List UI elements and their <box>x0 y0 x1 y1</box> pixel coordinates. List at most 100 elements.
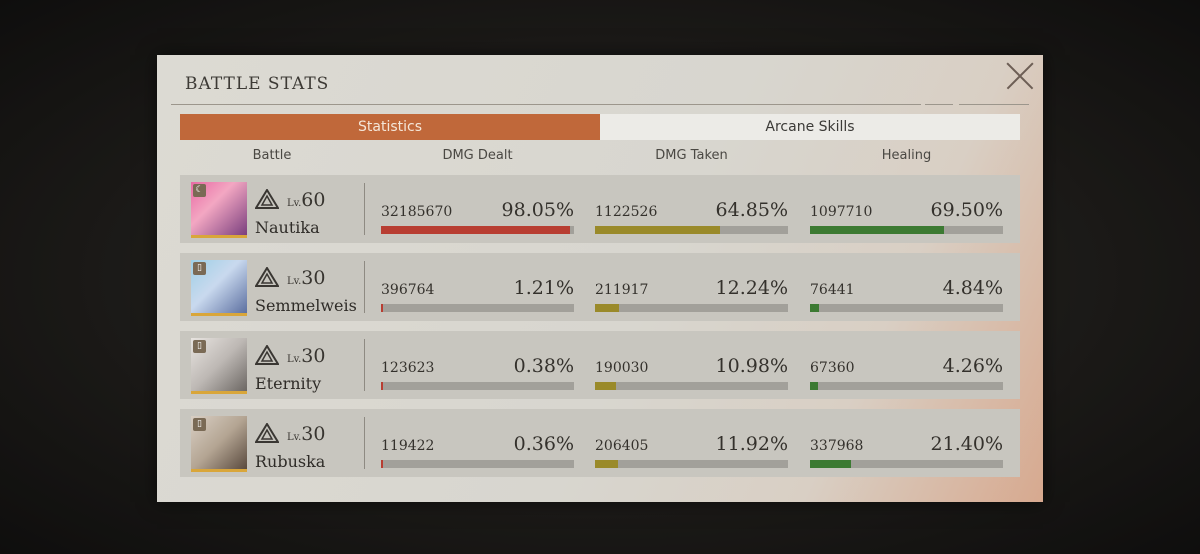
class-triangle-icon <box>255 423 279 443</box>
stat-dealt: 119422 0.36% <box>381 409 574 477</box>
column-header-battle: Battle <box>252 148 292 163</box>
healing-bar <box>810 304 1003 312</box>
dealt-bar-fill <box>381 226 570 234</box>
level-label: Lv.30 <box>287 423 325 445</box>
dealt-bar-fill <box>381 460 383 468</box>
dealt-bar-fill <box>381 304 383 312</box>
taken-value: 206405 <box>595 438 649 454</box>
level-label: Lv.30 <box>287 345 325 367</box>
taken-bar-fill <box>595 460 618 468</box>
level-label: Lv.30 <box>287 267 325 289</box>
taken-bar <box>595 226 788 234</box>
taken-bar <box>595 460 788 468</box>
character-name: Eternity <box>255 374 322 393</box>
dealt-value: 32185670 <box>381 204 453 220</box>
character-name: Semmelweis <box>255 296 357 315</box>
book-badge-icon: ▯ <box>193 340 206 353</box>
dealt-percent: 0.36% <box>513 433 574 455</box>
column-header-healing: Healing <box>881 148 932 163</box>
tab-statistics[interactable]: Statistics <box>180 114 600 140</box>
tab-bar: Statistics Arcane Skills <box>180 114 1020 140</box>
healing-percent: 69.50% <box>930 199 1003 221</box>
taken-bar-fill <box>595 304 619 312</box>
healing-percent: 4.26% <box>942 355 1003 377</box>
taken-bar-fill <box>595 382 616 390</box>
class-triangle-icon <box>255 345 279 365</box>
row-divider <box>364 261 365 313</box>
stat-dealt: 32185670 98.05% <box>381 175 574 243</box>
healing-bar <box>810 382 1003 390</box>
level-value: 30 <box>301 423 326 445</box>
dealt-percent: 1.21% <box>513 277 574 299</box>
dealt-percent: 0.38% <box>513 355 574 377</box>
battle-stats-panel: BATTLE STATS Statistics Arcane Skills Ba… <box>157 55 1043 502</box>
class-triangle-icon <box>255 267 279 287</box>
close-icon[interactable] <box>1005 61 1035 91</box>
dealt-value: 396764 <box>381 282 435 298</box>
table-row: ▯ Lv.30 Eternity 123623 0.38% <box>180 331 1020 399</box>
table-row: ☾ Lv.60 Nautika 32185670 98.05% <box>180 175 1020 243</box>
dealt-value: 123623 <box>381 360 435 376</box>
character-name: Rubuska <box>255 452 326 471</box>
book-badge-icon: ▯ <box>193 262 206 275</box>
stat-taken: 1122526 64.85% <box>595 175 788 243</box>
taken-value: 1122526 <box>595 204 658 220</box>
healing-percent: 21.40% <box>930 433 1003 455</box>
title-underline-segment <box>925 104 953 105</box>
character-portrait[interactable]: ▯ <box>191 338 247 394</box>
level-prefix: Lv. <box>287 432 302 443</box>
column-header-dmg-taken: DMG Taken <box>655 148 728 163</box>
moon-badge-icon: ☾ <box>193 184 206 197</box>
level-prefix: Lv. <box>287 354 302 365</box>
column-header-dmg-dealt: DMG Dealt <box>442 148 513 163</box>
stat-dealt: 123623 0.38% <box>381 331 574 399</box>
dealt-bar <box>381 382 574 390</box>
row-divider <box>364 339 365 391</box>
stat-healing: 337968 21.40% <box>810 409 1003 477</box>
taken-percent: 11.92% <box>715 433 788 455</box>
taken-bar-fill <box>595 226 720 234</box>
level-value: 30 <box>301 267 326 289</box>
book-badge-icon: ▯ <box>193 418 206 431</box>
taken-bar <box>595 382 788 390</box>
taken-percent: 64.85% <box>715 199 788 221</box>
character-portrait[interactable]: ▯ <box>191 260 247 316</box>
stat-dealt: 396764 1.21% <box>381 253 574 321</box>
taken-value: 190030 <box>595 360 649 376</box>
healing-bar <box>810 226 1003 234</box>
taken-bar <box>595 304 788 312</box>
stat-healing: 76441 4.84% <box>810 253 1003 321</box>
healing-bar-fill <box>810 460 851 468</box>
level-label: Lv.60 <box>287 189 325 211</box>
row-divider <box>364 417 365 469</box>
character-portrait[interactable]: ▯ <box>191 416 247 472</box>
stat-healing: 1097710 69.50% <box>810 175 1003 243</box>
character-portrait[interactable]: ☾ <box>191 182 247 238</box>
healing-value: 337968 <box>810 438 864 454</box>
level-value: 30 <box>301 345 326 367</box>
title-underline <box>171 104 921 105</box>
healing-percent: 4.84% <box>942 277 1003 299</box>
stat-taken: 206405 11.92% <box>595 409 788 477</box>
healing-bar-fill <box>810 226 944 234</box>
tab-arcane-skills[interactable]: Arcane Skills <box>600 114 1020 140</box>
taken-percent: 10.98% <box>715 355 788 377</box>
title-underline-segment <box>959 104 1029 105</box>
stat-taken: 211917 12.24% <box>595 253 788 321</box>
healing-value: 67360 <box>810 360 855 376</box>
stat-taken: 190030 10.98% <box>595 331 788 399</box>
table-row: ▯ Lv.30 Rubuska 119422 0.36% <box>180 409 1020 477</box>
healing-bar-fill <box>810 304 819 312</box>
dealt-value: 119422 <box>381 438 435 454</box>
dealt-bar <box>381 460 574 468</box>
dealt-bar <box>381 226 574 234</box>
taken-percent: 12.24% <box>715 277 788 299</box>
level-prefix: Lv. <box>287 198 302 209</box>
row-divider <box>364 183 365 235</box>
taken-value: 211917 <box>595 282 649 298</box>
panel-title: BATTLE STATS <box>185 74 330 94</box>
healing-bar <box>810 460 1003 468</box>
character-name: Nautika <box>255 218 320 237</box>
table-row: ▯ Lv.30 Semmelweis 396764 1.21% <box>180 253 1020 321</box>
stat-healing: 67360 4.26% <box>810 331 1003 399</box>
